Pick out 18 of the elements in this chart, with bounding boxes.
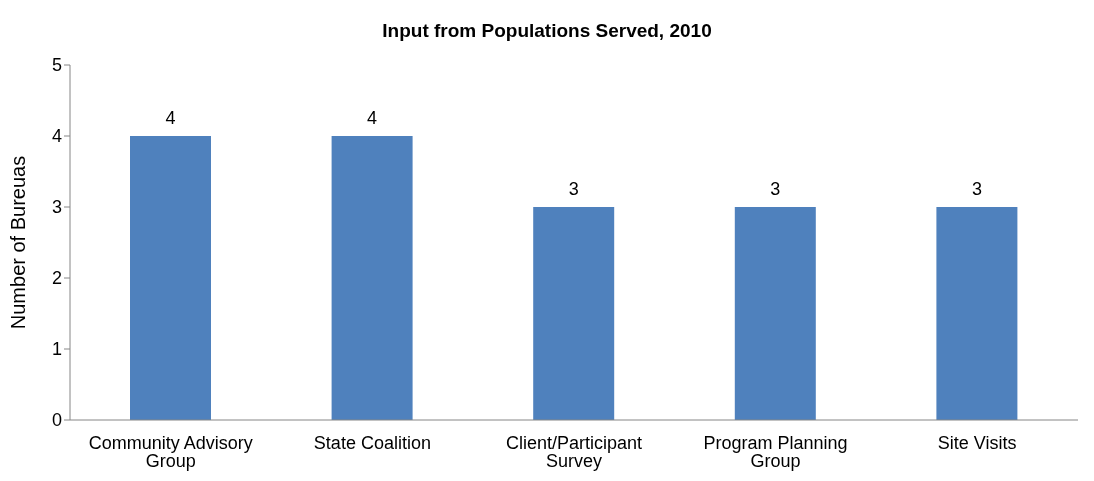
x-tick-label: Client/Participant Survey (505, 432, 643, 471)
y-axis-title: Number of Bureuas (7, 155, 30, 330)
y-tick-label: 1 (51, 339, 62, 360)
y-tick-label: 4 (51, 126, 62, 147)
data-label: 3 (568, 179, 579, 199)
x-tick-label: State Coalition (313, 432, 431, 453)
y-tick-label: 5 (51, 55, 62, 76)
data-label: 4 (165, 108, 176, 128)
data-label: 3 (971, 179, 982, 199)
x-tick-label: Community Advisory Group (88, 432, 253, 471)
data-label: 4 (367, 108, 378, 128)
y-tick-label: 3 (51, 197, 62, 218)
y-tick-label: 2 (51, 268, 62, 289)
y-tick-label: 0 (51, 410, 62, 431)
x-tick-label: Program Planning Group (703, 432, 848, 471)
x-tick-label: Site Visits (937, 432, 1017, 453)
chart-title: Input from Populations Served, 2010 (381, 20, 713, 42)
data-label: 3 (770, 179, 781, 199)
